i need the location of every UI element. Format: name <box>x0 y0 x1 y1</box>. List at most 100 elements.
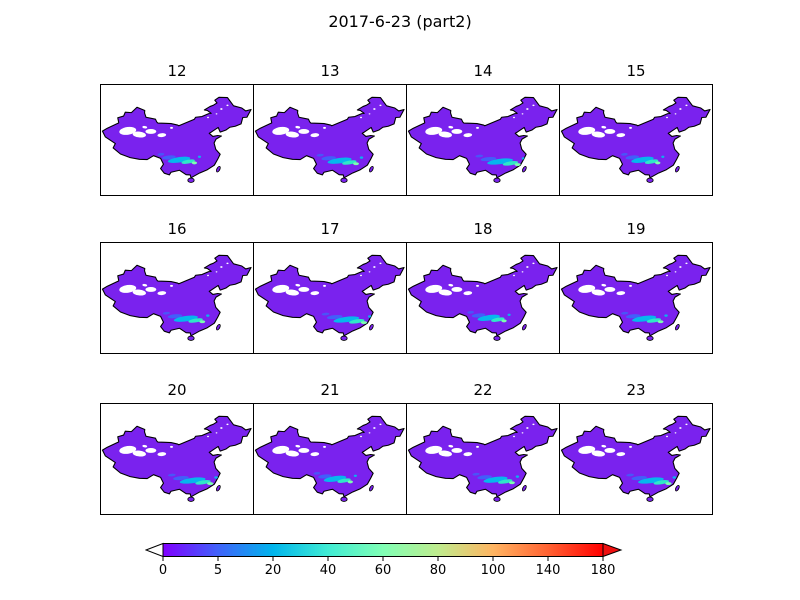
colorbar-tick-label: 40 <box>319 563 337 578</box>
map-canvas <box>100 403 254 515</box>
map-canvas <box>100 84 254 196</box>
map-panel: 18 <box>406 219 560 354</box>
map-panel: 14 <box>406 61 560 196</box>
panel-hour-label: 20 <box>167 381 187 399</box>
taiwan-island <box>368 484 374 492</box>
china-outline <box>560 415 711 498</box>
taiwan-island <box>215 323 221 331</box>
china-outline <box>560 254 711 337</box>
panel-hour-label: 14 <box>473 62 493 80</box>
china-outline <box>101 254 252 337</box>
china-map <box>101 415 252 502</box>
china-outline <box>254 96 405 179</box>
taiwan-island <box>368 323 374 331</box>
map-canvas <box>406 84 560 196</box>
taiwan-island <box>215 165 221 173</box>
hainan-island <box>493 335 501 341</box>
hainan-island <box>646 496 654 502</box>
china-map <box>101 96 252 183</box>
taiwan-island <box>674 484 680 492</box>
colorbar-bar <box>144 542 623 561</box>
taiwan-island <box>674 323 680 331</box>
hainan-island <box>493 177 501 183</box>
colorbar-tick-label: 5 <box>213 563 223 578</box>
colorbar-tick-label: 180 <box>590 563 616 578</box>
hainan-island <box>646 335 654 341</box>
hainan-island <box>646 177 654 183</box>
china-map <box>407 415 558 502</box>
colorbar-tick-label: 140 <box>535 563 561 578</box>
panel-hour-label: 12 <box>167 62 187 80</box>
china-map <box>254 415 405 502</box>
map-panel: 20 <box>100 380 254 515</box>
hainan-island <box>187 496 195 502</box>
colorbar-tick-label: 60 <box>374 563 392 578</box>
map-panel: 13 <box>253 61 407 196</box>
map-panel: 15 <box>559 61 713 196</box>
china-map <box>407 254 558 341</box>
map-panel: 23 <box>559 380 713 515</box>
china-outline <box>101 96 252 179</box>
panel-hour-label: 22 <box>473 381 493 399</box>
taiwan-island <box>674 165 680 173</box>
hainan-island <box>493 496 501 502</box>
china-map <box>101 254 252 341</box>
map-panel: 19 <box>559 219 713 354</box>
china-map <box>560 415 711 502</box>
map-panel: 17 <box>253 219 407 354</box>
map-canvas <box>253 242 407 354</box>
china-outline <box>560 96 711 179</box>
china-outline <box>407 254 558 337</box>
colorbar-over-arrow <box>602 542 623 558</box>
china-outline <box>407 415 558 498</box>
china-outline <box>101 415 252 498</box>
map-panel: 21 <box>253 380 407 515</box>
china-map <box>254 96 405 183</box>
colorbar-tick-label: 80 <box>429 563 447 578</box>
panel-hour-label: 13 <box>320 62 340 80</box>
china-outline <box>254 415 405 498</box>
panel-row-1: 12 13 14 15 <box>100 61 713 196</box>
panel-row-2: 16 17 18 19 <box>100 219 713 354</box>
china-map <box>254 254 405 341</box>
hainan-island <box>340 177 348 183</box>
map-canvas <box>253 84 407 196</box>
colorbar-tick-label: 0 <box>158 563 168 578</box>
map-panel: 12 <box>100 61 254 196</box>
map-canvas <box>253 403 407 515</box>
map-canvas <box>559 242 713 354</box>
china-map <box>560 96 711 183</box>
figure-title: 2017-6-23 (part2) <box>328 12 472 31</box>
panel-hour-label: 19 <box>626 220 646 238</box>
taiwan-island <box>368 165 374 173</box>
panel-hour-label: 21 <box>320 381 340 399</box>
panel-hour-label: 18 <box>473 220 493 238</box>
map-panel: 22 <box>406 380 560 515</box>
china-outline <box>254 254 405 337</box>
map-panel: 16 <box>100 219 254 354</box>
colorbar-tick-labels: 0 5 20 40 60 80 100 140 180 <box>145 542 623 584</box>
hainan-island <box>187 335 195 341</box>
taiwan-island <box>521 165 527 173</box>
colorbar-ticks <box>162 556 604 561</box>
hainan-island <box>340 335 348 341</box>
map-canvas <box>406 403 560 515</box>
map-canvas <box>406 242 560 354</box>
hainan-island <box>187 177 195 183</box>
taiwan-island <box>215 484 221 492</box>
panel-hour-label: 16 <box>167 220 187 238</box>
hainan-island <box>340 496 348 502</box>
colorbar-tick-label: 20 <box>264 563 282 578</box>
colorbar-tick-label: 100 <box>480 563 506 578</box>
china-outline <box>407 96 558 179</box>
map-canvas <box>100 242 254 354</box>
panel-hour-label: 23 <box>626 381 646 399</box>
china-map <box>407 96 558 183</box>
taiwan-island <box>521 484 527 492</box>
panel-hour-label: 17 <box>320 220 340 238</box>
map-canvas <box>559 403 713 515</box>
taiwan-island <box>521 323 527 331</box>
colorbar: 0 5 20 40 60 80 100 140 180 <box>144 542 623 584</box>
china-map <box>560 254 711 341</box>
